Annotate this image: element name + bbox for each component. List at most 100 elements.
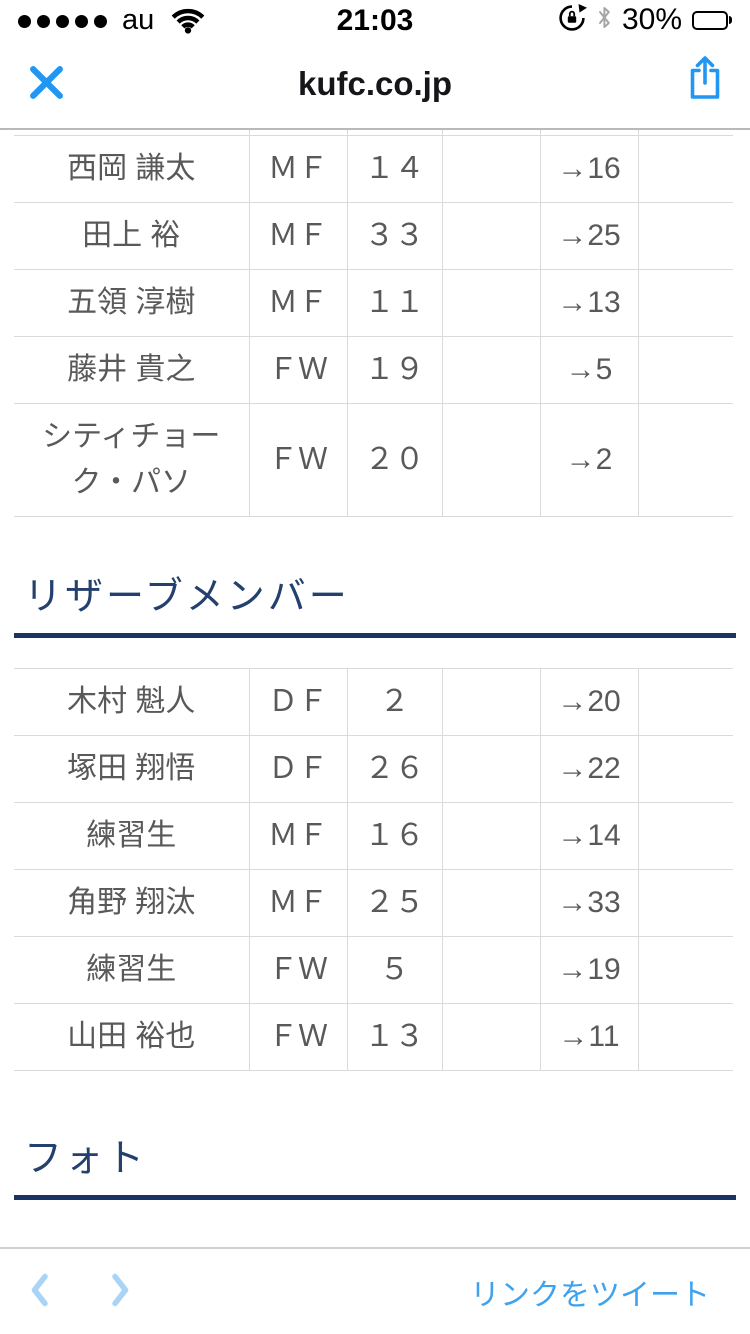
player-position-cell: ＤＦ xyxy=(248,668,348,736)
bluetooth-icon xyxy=(597,5,612,35)
empty-cell xyxy=(637,403,733,517)
bottom-toolbar: リンクをツイート xyxy=(0,1247,750,1334)
signal-dots xyxy=(18,14,107,28)
battery-percent-label: 30% xyxy=(621,3,682,36)
player-row: 角野 翔汰 ＭＦ ２５ →33 xyxy=(14,869,733,937)
player-row: 練習生 ＦＷ ５ →19 xyxy=(14,936,733,1004)
substitution-change-cell: →11 xyxy=(539,1003,639,1071)
player-position-cell: ＭＦ xyxy=(248,135,348,203)
player-number-cell: ２６ xyxy=(346,735,443,803)
player-name-cell: 練習生 xyxy=(14,936,250,1004)
player-number-cell: ２ xyxy=(346,668,443,736)
starters-table: 西岡 謙太 ＭＦ １４ →16 田上 裕 ＭＦ ３３ →25 五領 淳樹 ＭＦ １１ →13 藤井 貴之… xyxy=(14,130,733,517)
player-number-cell: １９ xyxy=(346,336,443,404)
share-button[interactable] xyxy=(686,54,724,105)
empty-cell xyxy=(637,1003,733,1071)
player-number-cell: ３３ xyxy=(346,202,443,270)
close-button[interactable] xyxy=(28,64,65,104)
player-position-cell: ＭＦ xyxy=(248,269,348,337)
substitution-change-cell: →2 xyxy=(539,403,639,517)
rotation-lock-icon xyxy=(557,3,587,38)
player-position-cell: ＤＦ xyxy=(248,735,348,803)
substitution-change-cell: →33 xyxy=(539,869,639,937)
back-chevron-icon xyxy=(28,1272,51,1311)
empty-cell xyxy=(441,735,541,803)
player-row: 練習生 ＭＦ １６ →14 xyxy=(14,802,733,870)
player-position-cell: ＭＦ xyxy=(248,802,348,870)
player-number-cell: ５ xyxy=(346,936,443,1004)
player-name-cell: 山田 裕也 xyxy=(14,1003,250,1071)
close-icon xyxy=(28,64,65,104)
empty-cell xyxy=(637,269,733,337)
empty-cell xyxy=(637,202,733,270)
empty-cell xyxy=(637,802,733,870)
browser-header: kufc.co.jp xyxy=(0,40,750,130)
player-row: 西岡 謙太 ＭＦ １４ →16 xyxy=(14,135,733,203)
player-number-cell: ２５ xyxy=(346,869,443,937)
forward-button[interactable] xyxy=(109,1272,132,1311)
player-name-cell: 木村 魁人 xyxy=(14,668,250,736)
player-row: シティチョーク・パソ ＦＷ ２０ →2 xyxy=(14,403,733,517)
substitution-change-cell: →22 xyxy=(539,735,639,803)
signal-dot xyxy=(56,14,69,28)
reserve-section-heading: リザーブメンバー xyxy=(24,576,350,618)
empty-cell xyxy=(637,936,733,1004)
player-row: 五領 淳樹 ＭＦ １１ →13 xyxy=(14,269,733,337)
heading-underline xyxy=(14,1195,736,1200)
player-name-cell: 田上 裕 xyxy=(14,202,250,270)
empty-cell xyxy=(441,668,541,736)
player-name-cell: 塚田 翔悟 xyxy=(14,735,250,803)
player-row: 木村 魁人 ＤＦ ２ →20 xyxy=(14,668,733,736)
signal-dot xyxy=(37,14,50,28)
status-bar: au 21:03 xyxy=(0,0,750,40)
substitution-change-cell: →20 xyxy=(539,668,639,736)
forward-chevron-icon xyxy=(109,1272,132,1311)
wifi-icon xyxy=(169,5,207,39)
signal-dot xyxy=(18,14,31,28)
player-number-cell: １４ xyxy=(346,135,443,203)
empty-cell xyxy=(441,869,541,937)
tweet-link[interactable]: リンクをツイート xyxy=(470,1278,710,1312)
player-name-cell: 西岡 謙太 xyxy=(14,135,250,203)
signal-dot xyxy=(94,14,107,28)
player-position-cell: ＭＦ xyxy=(248,869,348,937)
clock: 21:03 xyxy=(336,4,414,37)
empty-cell xyxy=(441,336,541,404)
substitution-change-cell: →16 xyxy=(539,135,639,203)
carrier-label: au xyxy=(122,3,155,36)
player-position-cell: ＭＦ xyxy=(248,202,348,270)
status-bar-right: 30% xyxy=(557,3,732,38)
player-name-cell: 角野 翔汰 xyxy=(14,869,250,937)
empty-cell xyxy=(637,735,733,803)
empty-cell xyxy=(637,869,733,937)
substitution-change-cell: →5 xyxy=(539,336,639,404)
battery-icon xyxy=(692,10,732,30)
player-position-cell: ＦＷ xyxy=(248,403,348,517)
status-bar-left: au xyxy=(18,2,207,39)
substitution-change-cell: →19 xyxy=(539,936,639,1004)
player-name-cell: シティチョーク・パソ xyxy=(14,403,250,517)
photo-section-heading: フォト xyxy=(24,1138,148,1180)
page-title: kufc.co.jp xyxy=(297,65,453,102)
player-row: 田上 裕 ＭＦ ３３ →25 xyxy=(14,202,733,270)
heading-underline xyxy=(14,633,736,638)
player-position-cell: ＦＷ xyxy=(248,336,348,404)
empty-cell xyxy=(441,269,541,337)
reserve-table: 木村 魁人 ＤＦ ２ →20 塚田 翔悟 ＤＦ ２６ →22 練習生 ＭＦ １６ →14 角野 翔汰 ＭＦ… xyxy=(14,668,733,1071)
empty-cell xyxy=(441,135,541,203)
player-number-cell: ２０ xyxy=(346,403,443,517)
back-button[interactable] xyxy=(28,1272,51,1311)
player-position-cell: ＦＷ xyxy=(248,936,348,1004)
player-number-cell: １６ xyxy=(346,802,443,870)
empty-cell xyxy=(637,668,733,736)
player-position-cell: ＦＷ xyxy=(248,1003,348,1071)
player-row: 藤井 貴之 ＦＷ １９ →5 xyxy=(14,336,733,404)
signal-dot xyxy=(75,14,88,28)
substitution-change-cell: →25 xyxy=(539,202,639,270)
empty-cell xyxy=(441,936,541,1004)
player-number-cell: １１ xyxy=(346,269,443,337)
empty-cell xyxy=(441,403,541,517)
player-name-cell: 五領 淳樹 xyxy=(14,269,250,337)
empty-cell xyxy=(441,1003,541,1071)
share-icon xyxy=(686,54,724,105)
